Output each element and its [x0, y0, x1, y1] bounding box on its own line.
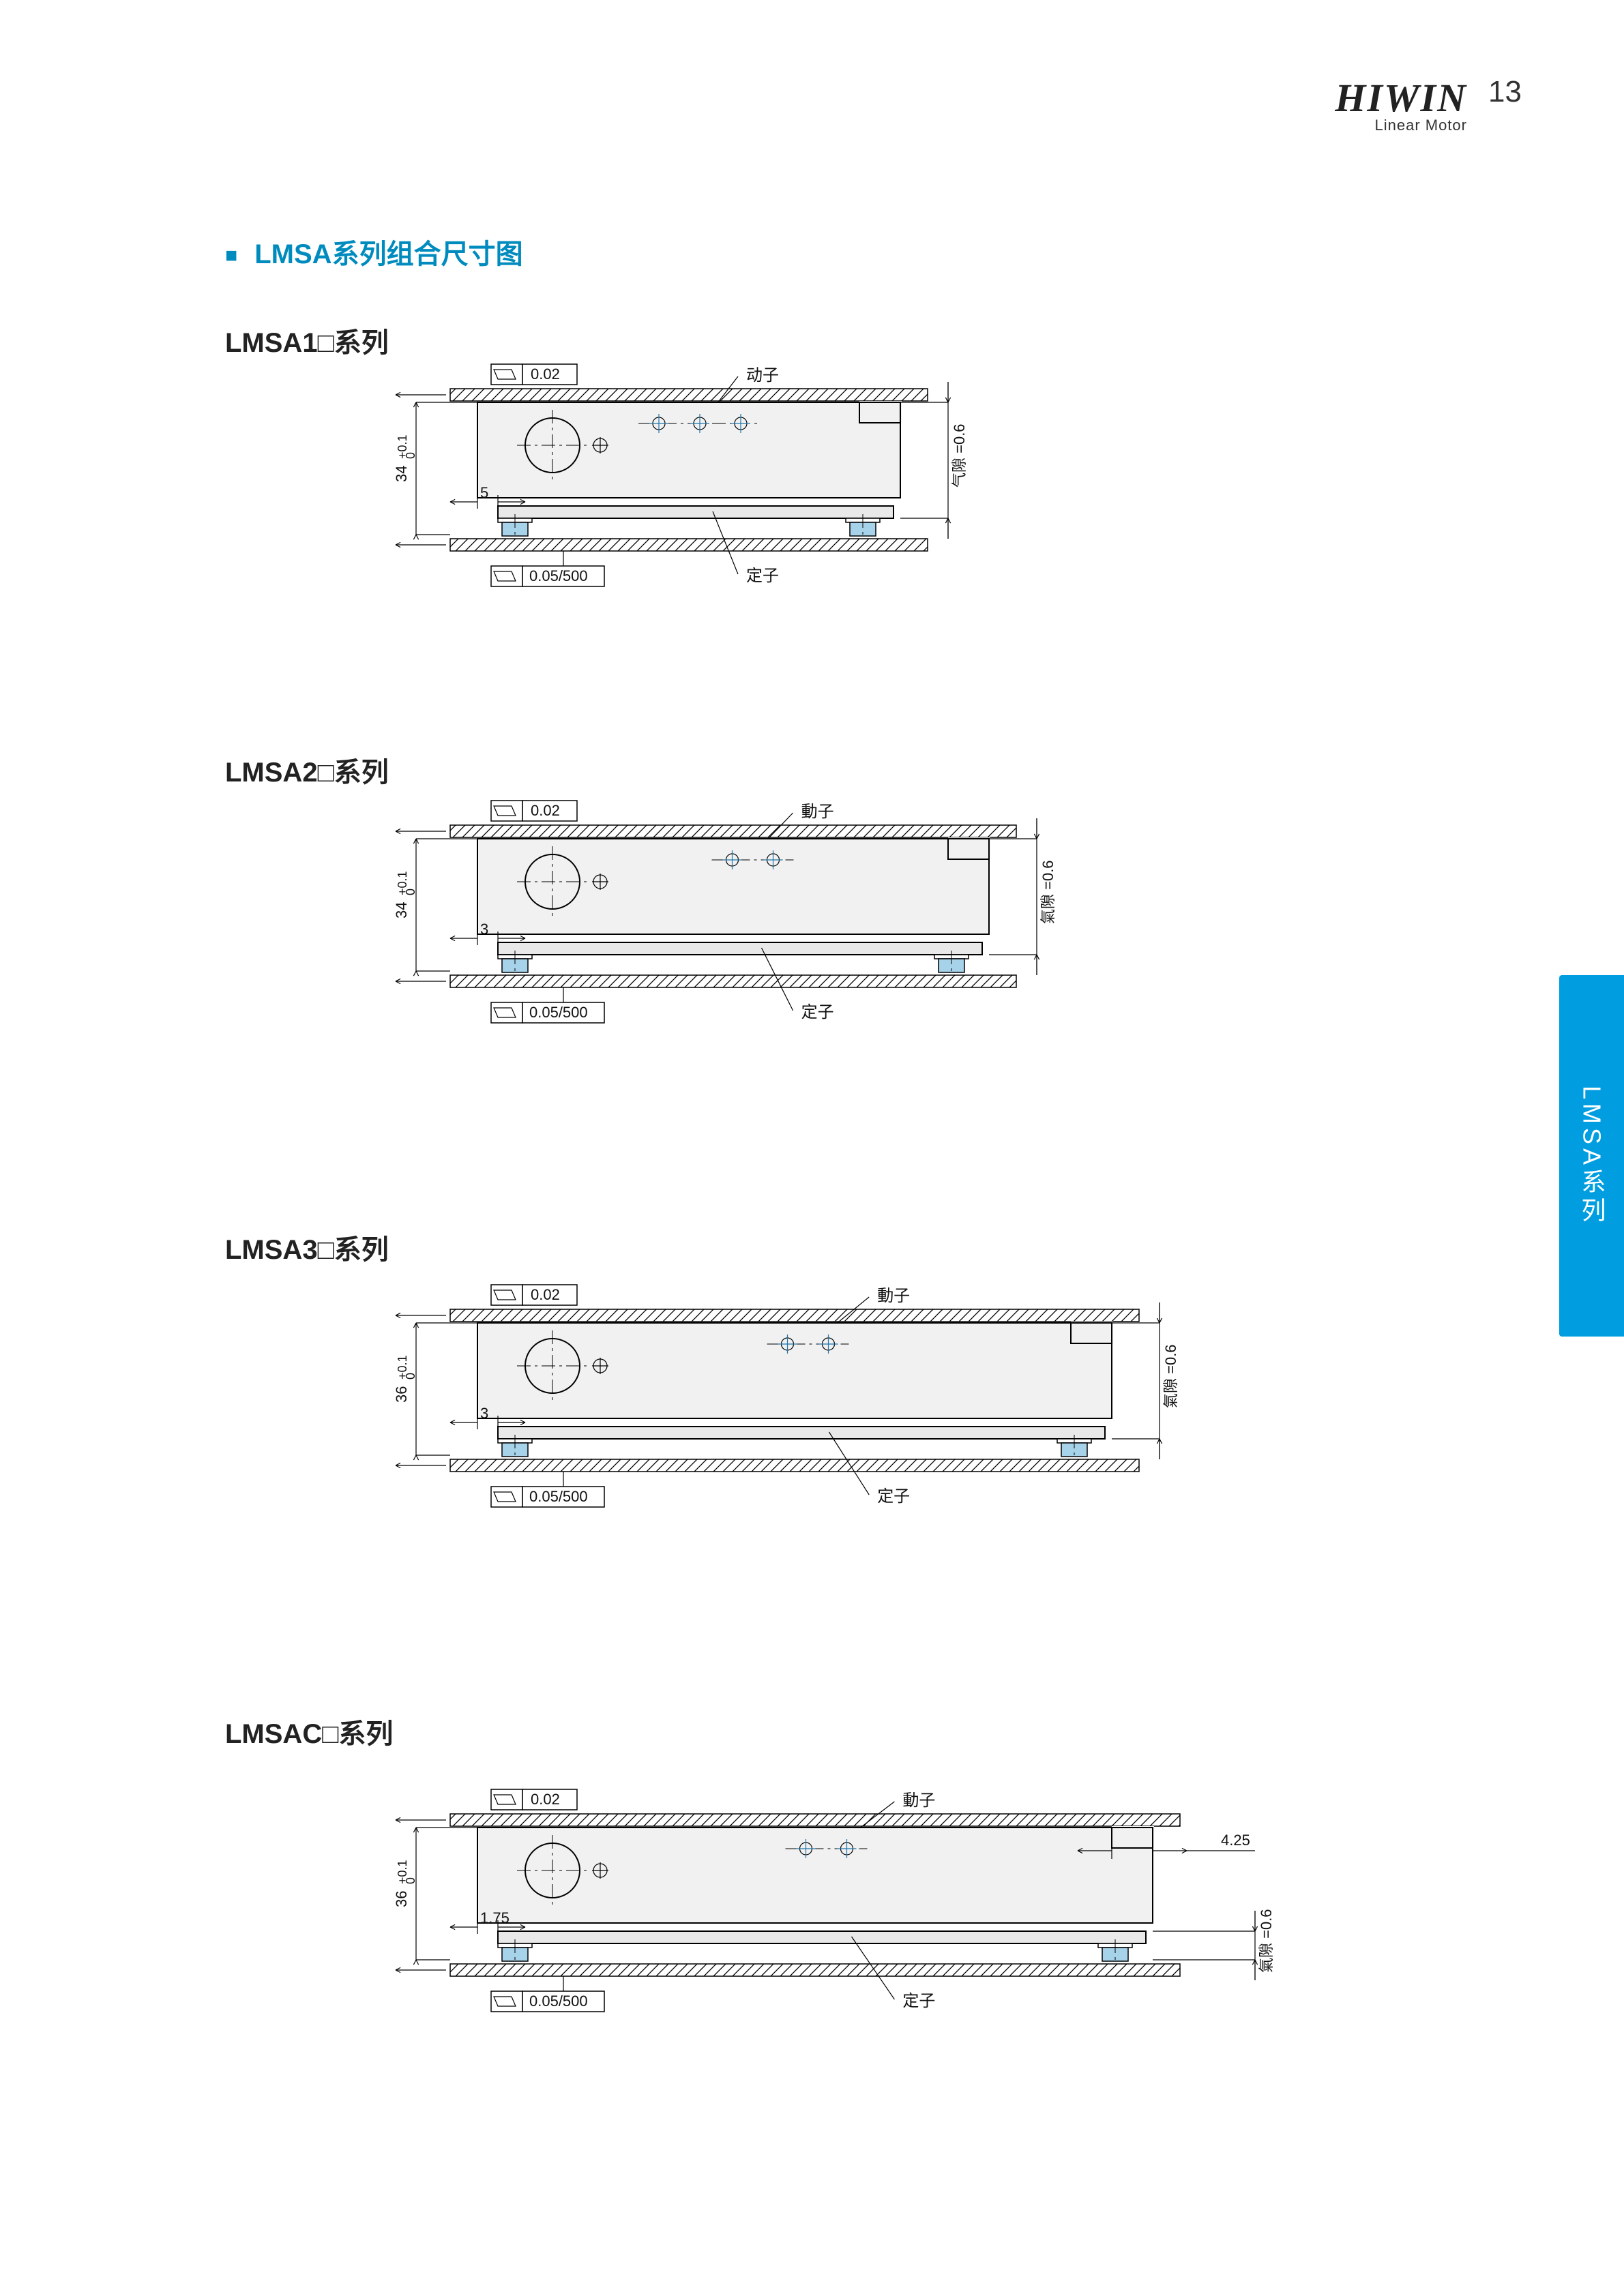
mover-label: 動子 — [877, 1287, 910, 1305]
diagram-title: LMSAC□系列 — [225, 1712, 393, 1751]
diagram-svg: 0.02動子0.05/500定子36+0.101.754.25氣隙 =0.6 — [368, 1787, 1275, 2100]
side-tab: LMSA系列 — [1559, 975, 1624, 1337]
gap-label: 气隙 =0.6 — [951, 423, 968, 488]
diagram-svg: 0.02动子0.05/500定子34+0.105气隙 =0.6 — [368, 361, 1023, 675]
section-title-text: LMSA系列组合尺寸图 — [254, 239, 522, 269]
stator-label: 定子 — [746, 567, 779, 585]
bot-tol: 0.05/500 — [529, 1488, 588, 1505]
diagram: 0.02動子0.05/500定子36+0.101.754.25氣隙 =0.6 — [368, 1787, 1275, 2100]
gap-label: 氣隙 =0.6 — [1258, 1909, 1275, 1973]
stator-label: 定子 — [801, 1003, 834, 1022]
height-tol-bot: 0 — [404, 1373, 417, 1380]
gap-label: 氣隙 =0.6 — [1039, 860, 1057, 924]
top-tol: 0.02 — [531, 802, 560, 819]
top-tol: 0.02 — [531, 366, 560, 383]
section-title: ■ LMSA系列组合尺寸图 — [225, 232, 523, 271]
mover-label: 動子 — [902, 1791, 935, 1810]
top-tol: 0.02 — [531, 1791, 560, 1808]
height-dim: 34 — [393, 466, 410, 482]
stator-label: 定子 — [902, 1992, 935, 2010]
height-dim: 34 — [393, 902, 410, 919]
brand-block: HIWIN Linear Motor — [1335, 75, 1467, 134]
height-dim: 36 — [393, 1386, 410, 1403]
gap-offset: 3 — [480, 921, 488, 938]
bullet-icon: ■ — [225, 244, 237, 267]
page: HIWIN Linear Motor 13 ■ LMSA系列组合尺寸图 LMSA… — [0, 0, 1624, 2296]
page-number: 13 — [1488, 75, 1522, 109]
gap-offset: 3 — [480, 1405, 488, 1422]
height-tol-bot: 0 — [404, 889, 417, 895]
mover-label: 動子 — [801, 803, 834, 821]
height-tol-bot: 0 — [404, 452, 417, 459]
brand-logo: HIWIN — [1335, 75, 1467, 121]
gap-offset: 1.75 — [480, 1909, 510, 1926]
diagram-svg: 0.02動子0.05/500定子36+0.103氣隙 =0.6 — [368, 1282, 1235, 1596]
gap-offset: 5 — [480, 484, 488, 501]
diagram: 0.02動子0.05/500定子34+0.103氣隙 =0.6 — [368, 798, 1112, 1112]
diagram-title: LMSA1□系列 — [225, 320, 389, 360]
diagram-svg: 0.02動子0.05/500定子34+0.103氣隙 =0.6 — [368, 798, 1112, 1112]
diagram: 0.02动子0.05/500定子34+0.105气隙 =0.6 — [368, 361, 1023, 675]
mover-label: 动子 — [746, 366, 779, 385]
diagram: 0.02動子0.05/500定子36+0.103氣隙 =0.6 — [368, 1282, 1235, 1596]
bot-tol: 0.05/500 — [529, 1993, 588, 2010]
bot-tol: 0.05/500 — [529, 1004, 588, 1021]
height-tol-bot: 0 — [404, 1877, 417, 1884]
top-tol: 0.02 — [531, 1286, 560, 1303]
bot-tol: 0.05/500 — [529, 567, 588, 584]
diagram-title: LMSA2□系列 — [225, 750, 389, 790]
diagram-title: LMSA3□系列 — [225, 1227, 389, 1267]
height-dim: 36 — [393, 1891, 410, 1907]
gap-label: 氣隙 =0.6 — [1162, 1344, 1179, 1408]
right-offset: 4.25 — [1221, 1832, 1250, 1849]
stator-label: 定子 — [877, 1487, 910, 1506]
